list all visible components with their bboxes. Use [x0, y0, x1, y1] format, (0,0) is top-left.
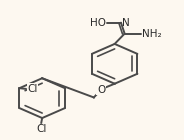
Text: Cl: Cl [36, 124, 46, 134]
Text: N: N [122, 18, 130, 28]
Text: Cl: Cl [28, 84, 38, 94]
Text: NH₂: NH₂ [142, 29, 162, 39]
Text: HO: HO [91, 18, 107, 28]
Text: O: O [97, 85, 105, 95]
